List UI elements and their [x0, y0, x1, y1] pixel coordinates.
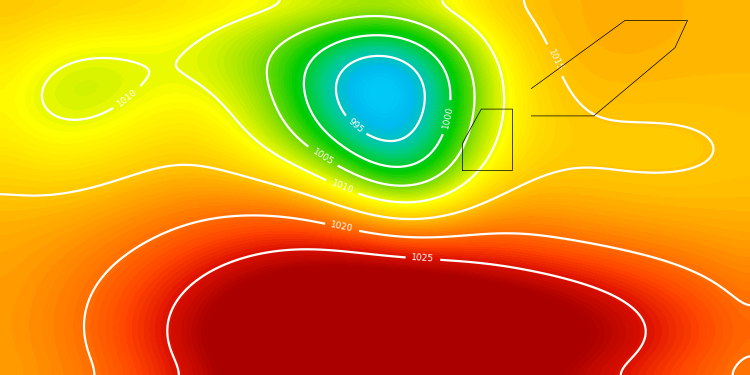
Text: 1000: 1000 — [441, 105, 455, 130]
Text: 1015: 1015 — [546, 48, 564, 73]
Text: 1025: 1025 — [411, 254, 435, 264]
Text: 1010: 1010 — [330, 179, 355, 196]
Text: 995: 995 — [346, 117, 364, 135]
Text: 1010: 1010 — [116, 87, 140, 109]
Text: 1020: 1020 — [330, 220, 354, 234]
Text: 1005: 1005 — [310, 147, 334, 166]
